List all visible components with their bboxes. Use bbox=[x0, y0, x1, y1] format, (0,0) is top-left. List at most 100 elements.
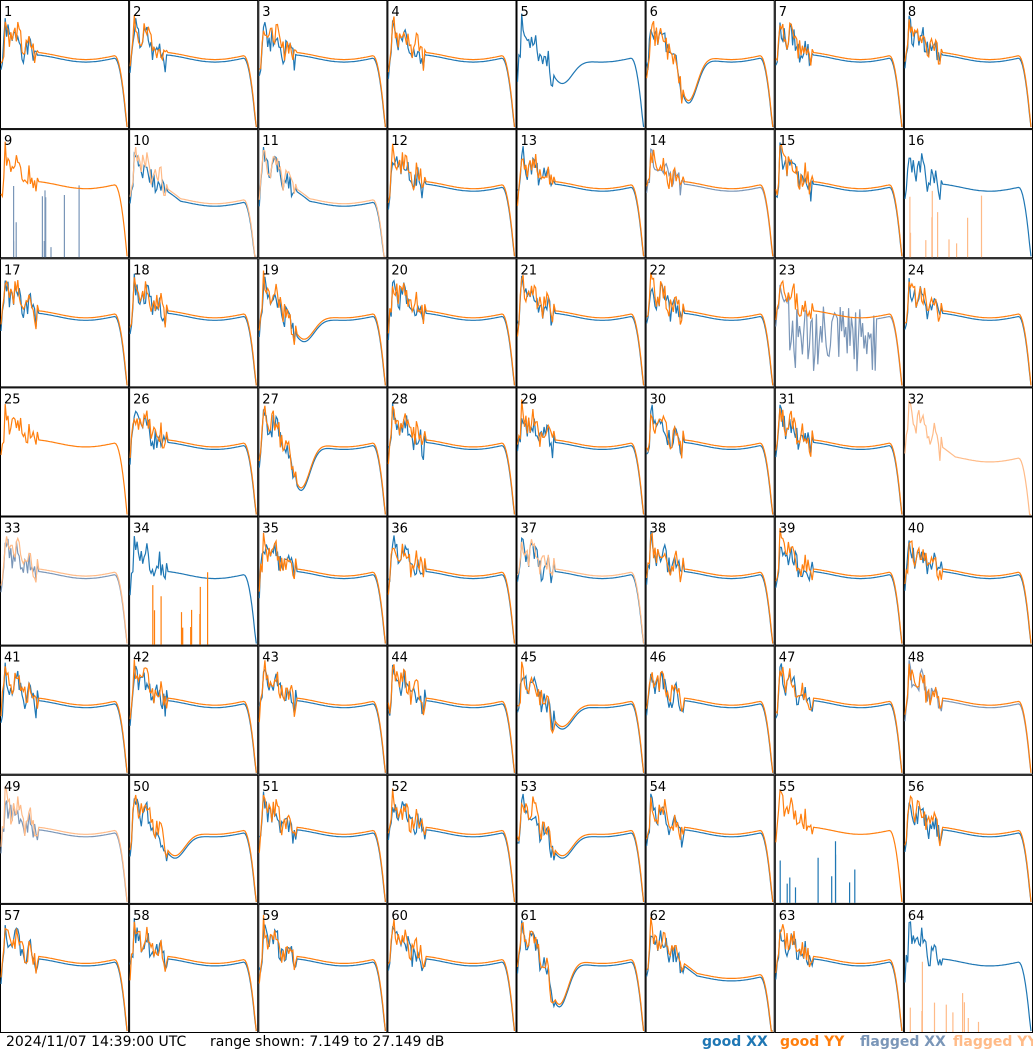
tile-41: 41 bbox=[0, 645, 130, 775]
tile-53: 53 bbox=[516, 774, 646, 904]
tile-frame bbox=[903, 516, 1033, 646]
series-xx-good bbox=[129, 536, 257, 644]
tile-frame bbox=[258, 645, 388, 775]
series-yy-good bbox=[646, 272, 774, 386]
series-xx-good bbox=[258, 147, 386, 257]
series-yy-good bbox=[0, 21, 128, 128]
tile-frame bbox=[0, 0, 130, 130]
tile-35: 35 bbox=[258, 516, 388, 646]
series-yy-good bbox=[904, 663, 1032, 773]
tile-64: 64 bbox=[903, 903, 1033, 1033]
series-yy-good bbox=[775, 528, 903, 644]
tile-37: 37 bbox=[516, 516, 646, 646]
tile-60: 60 bbox=[387, 903, 517, 1033]
series-yy-good bbox=[646, 917, 773, 1032]
series-yy-flagged bbox=[516, 539, 645, 644]
tile-19: 19 bbox=[258, 258, 388, 388]
series-xx-good bbox=[516, 536, 645, 644]
tile-5: 5 bbox=[516, 0, 646, 130]
tile-frame bbox=[645, 258, 775, 388]
series-yy-good bbox=[258, 405, 386, 515]
series-xx-good bbox=[387, 402, 516, 515]
tile-number: 51 bbox=[262, 780, 279, 795]
tile-frame bbox=[645, 129, 775, 259]
tile-40: 40 bbox=[903, 516, 1033, 646]
tile-25: 25 bbox=[0, 387, 130, 517]
series-xx-good bbox=[516, 418, 645, 515]
tile-number: 41 bbox=[4, 651, 21, 666]
tile-24: 24 bbox=[903, 258, 1033, 388]
tile-number: 18 bbox=[133, 263, 150, 278]
series-xx-good bbox=[517, 146, 645, 257]
tile-frame bbox=[387, 129, 517, 259]
series-yy-good bbox=[775, 279, 903, 386]
tile-33: 33 bbox=[0, 516, 130, 646]
tile-28: 28 bbox=[387, 387, 517, 517]
tile-frame bbox=[258, 129, 388, 259]
tile-frame bbox=[645, 774, 775, 904]
series-xx-good bbox=[646, 531, 774, 644]
tile-number: 30 bbox=[650, 392, 667, 407]
legend-good-xx: good XX bbox=[702, 1034, 768, 1050]
tile-frame bbox=[903, 903, 1033, 1033]
tile-number: 25 bbox=[4, 392, 21, 407]
tile-7: 7 bbox=[774, 0, 904, 130]
tile-number: 32 bbox=[908, 392, 925, 407]
tile-frame bbox=[516, 387, 646, 517]
tile-frame bbox=[387, 516, 517, 646]
series-yy-flagged bbox=[909, 190, 983, 258]
series-xx-good bbox=[258, 276, 386, 386]
tile-frame bbox=[774, 129, 904, 259]
tile-frame bbox=[258, 516, 388, 646]
tile-56: 56 bbox=[903, 774, 1033, 904]
tile-frame bbox=[903, 129, 1033, 259]
series-xx-good bbox=[387, 279, 516, 386]
tile-number: 36 bbox=[391, 522, 408, 537]
tile-number: 57 bbox=[4, 909, 21, 924]
tile-47: 47 bbox=[774, 645, 904, 775]
tile-number: 8 bbox=[908, 5, 916, 20]
tile-frame bbox=[129, 516, 259, 646]
tile-number: 56 bbox=[908, 780, 925, 795]
tile-frame bbox=[0, 645, 130, 775]
tile-22: 22 bbox=[645, 258, 775, 388]
tile-number: 60 bbox=[391, 909, 408, 924]
series-yy-good bbox=[904, 281, 1032, 386]
tile-number: 11 bbox=[262, 134, 279, 149]
series-xx-good bbox=[646, 670, 774, 773]
tile-9: 9 bbox=[0, 129, 130, 259]
tile-44: 44 bbox=[387, 645, 517, 775]
series-xx-good bbox=[129, 410, 257, 515]
series-yy-good bbox=[775, 924, 903, 1032]
tile-number: 10 bbox=[133, 134, 150, 149]
tile-number: 20 bbox=[391, 263, 408, 278]
series-xx-good bbox=[258, 924, 386, 1032]
tile-number: 27 bbox=[262, 392, 279, 407]
tile-number: 19 bbox=[262, 263, 279, 278]
tile-16: 16 bbox=[903, 129, 1033, 259]
tile-31: 31 bbox=[774, 387, 904, 517]
tile-number: 39 bbox=[779, 522, 796, 537]
tile-frame bbox=[903, 0, 1033, 130]
tile-2: 2 bbox=[129, 0, 259, 130]
series-yy-good bbox=[258, 532, 386, 644]
series-yy-good bbox=[387, 788, 516, 902]
tile-6: 6 bbox=[645, 0, 775, 130]
series-xx-good bbox=[904, 15, 1032, 128]
tile-frame bbox=[903, 645, 1033, 775]
tile-46: 46 bbox=[645, 645, 775, 775]
tile-number: 34 bbox=[133, 522, 150, 537]
tile-number: 28 bbox=[391, 392, 408, 407]
series-yy-good bbox=[775, 666, 903, 773]
series-yy-good bbox=[775, 788, 903, 902]
tile-number: 31 bbox=[779, 392, 796, 407]
tile-15: 15 bbox=[774, 129, 904, 259]
series-yy-good bbox=[129, 659, 257, 773]
tile-number: 58 bbox=[133, 909, 150, 924]
footer: 2024/11/07 14:39:00 UTC range shown: 7.1… bbox=[0, 1033, 1033, 1053]
tile-frame bbox=[387, 774, 517, 904]
tile-number: 59 bbox=[262, 909, 279, 924]
series-xx-good bbox=[646, 28, 774, 128]
tile-62: 62 bbox=[645, 903, 775, 1033]
